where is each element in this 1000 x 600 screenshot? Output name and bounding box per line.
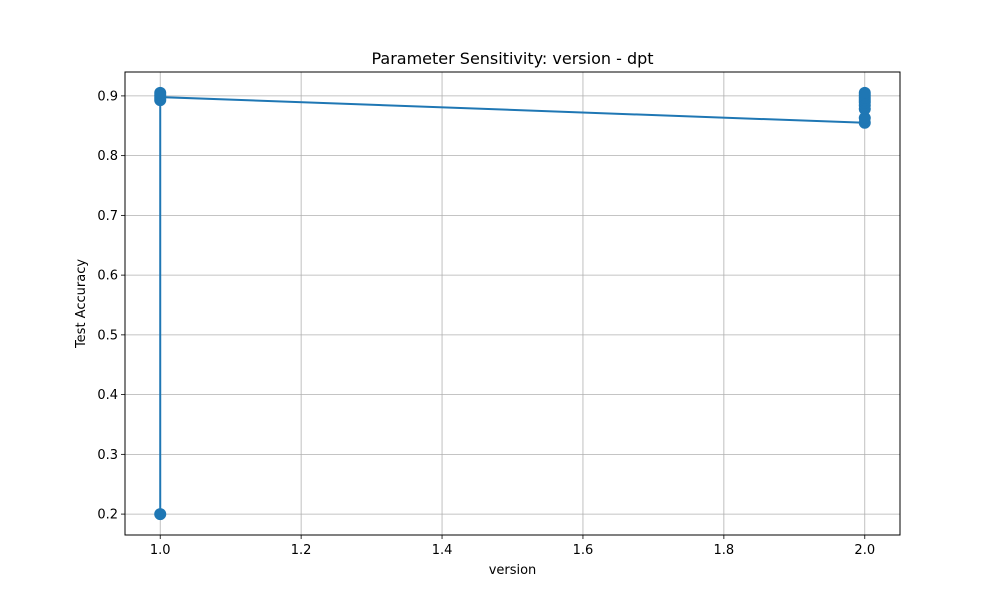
y-tick-label: 0.6 <box>97 269 118 284</box>
data-point <box>154 508 167 521</box>
x-tick-label: 1.6 <box>573 543 594 558</box>
y-tick-label: 0.4 <box>97 388 118 403</box>
x-tick-label: 1.8 <box>714 543 735 558</box>
y-tick-label: 0.2 <box>97 508 118 523</box>
y-tick-label: 0.3 <box>97 448 118 463</box>
data-point <box>858 86 871 99</box>
x-tick-label: 1.0 <box>150 543 171 558</box>
chart-title: Parameter Sensitivity: version - dpt <box>371 49 653 68</box>
grid-layer <box>125 72 900 535</box>
x-tick-label: 2.0 <box>854 543 875 558</box>
y-tick-label: 0.5 <box>97 328 118 343</box>
series-layer <box>154 86 871 521</box>
y-tick-label: 0.8 <box>97 149 118 164</box>
data-point <box>858 112 871 125</box>
x-tick-label: 1.2 <box>291 543 312 558</box>
y-axis-label: Test Accuracy <box>74 259 89 349</box>
x-axis-label: version <box>489 563 537 578</box>
y-tick-label: 0.9 <box>97 89 118 104</box>
y-tick-label: 0.7 <box>97 209 118 224</box>
x-tick-label: 1.4 <box>432 543 453 558</box>
plot-frame <box>124 71 901 536</box>
tick-layer: 1.0 1.2 1.4 1.6 1.8 2.0 0.2 0.3 0.4 0.5 0.6 0.7 0.8 0… <box>97 89 875 558</box>
data-point <box>154 86 167 99</box>
